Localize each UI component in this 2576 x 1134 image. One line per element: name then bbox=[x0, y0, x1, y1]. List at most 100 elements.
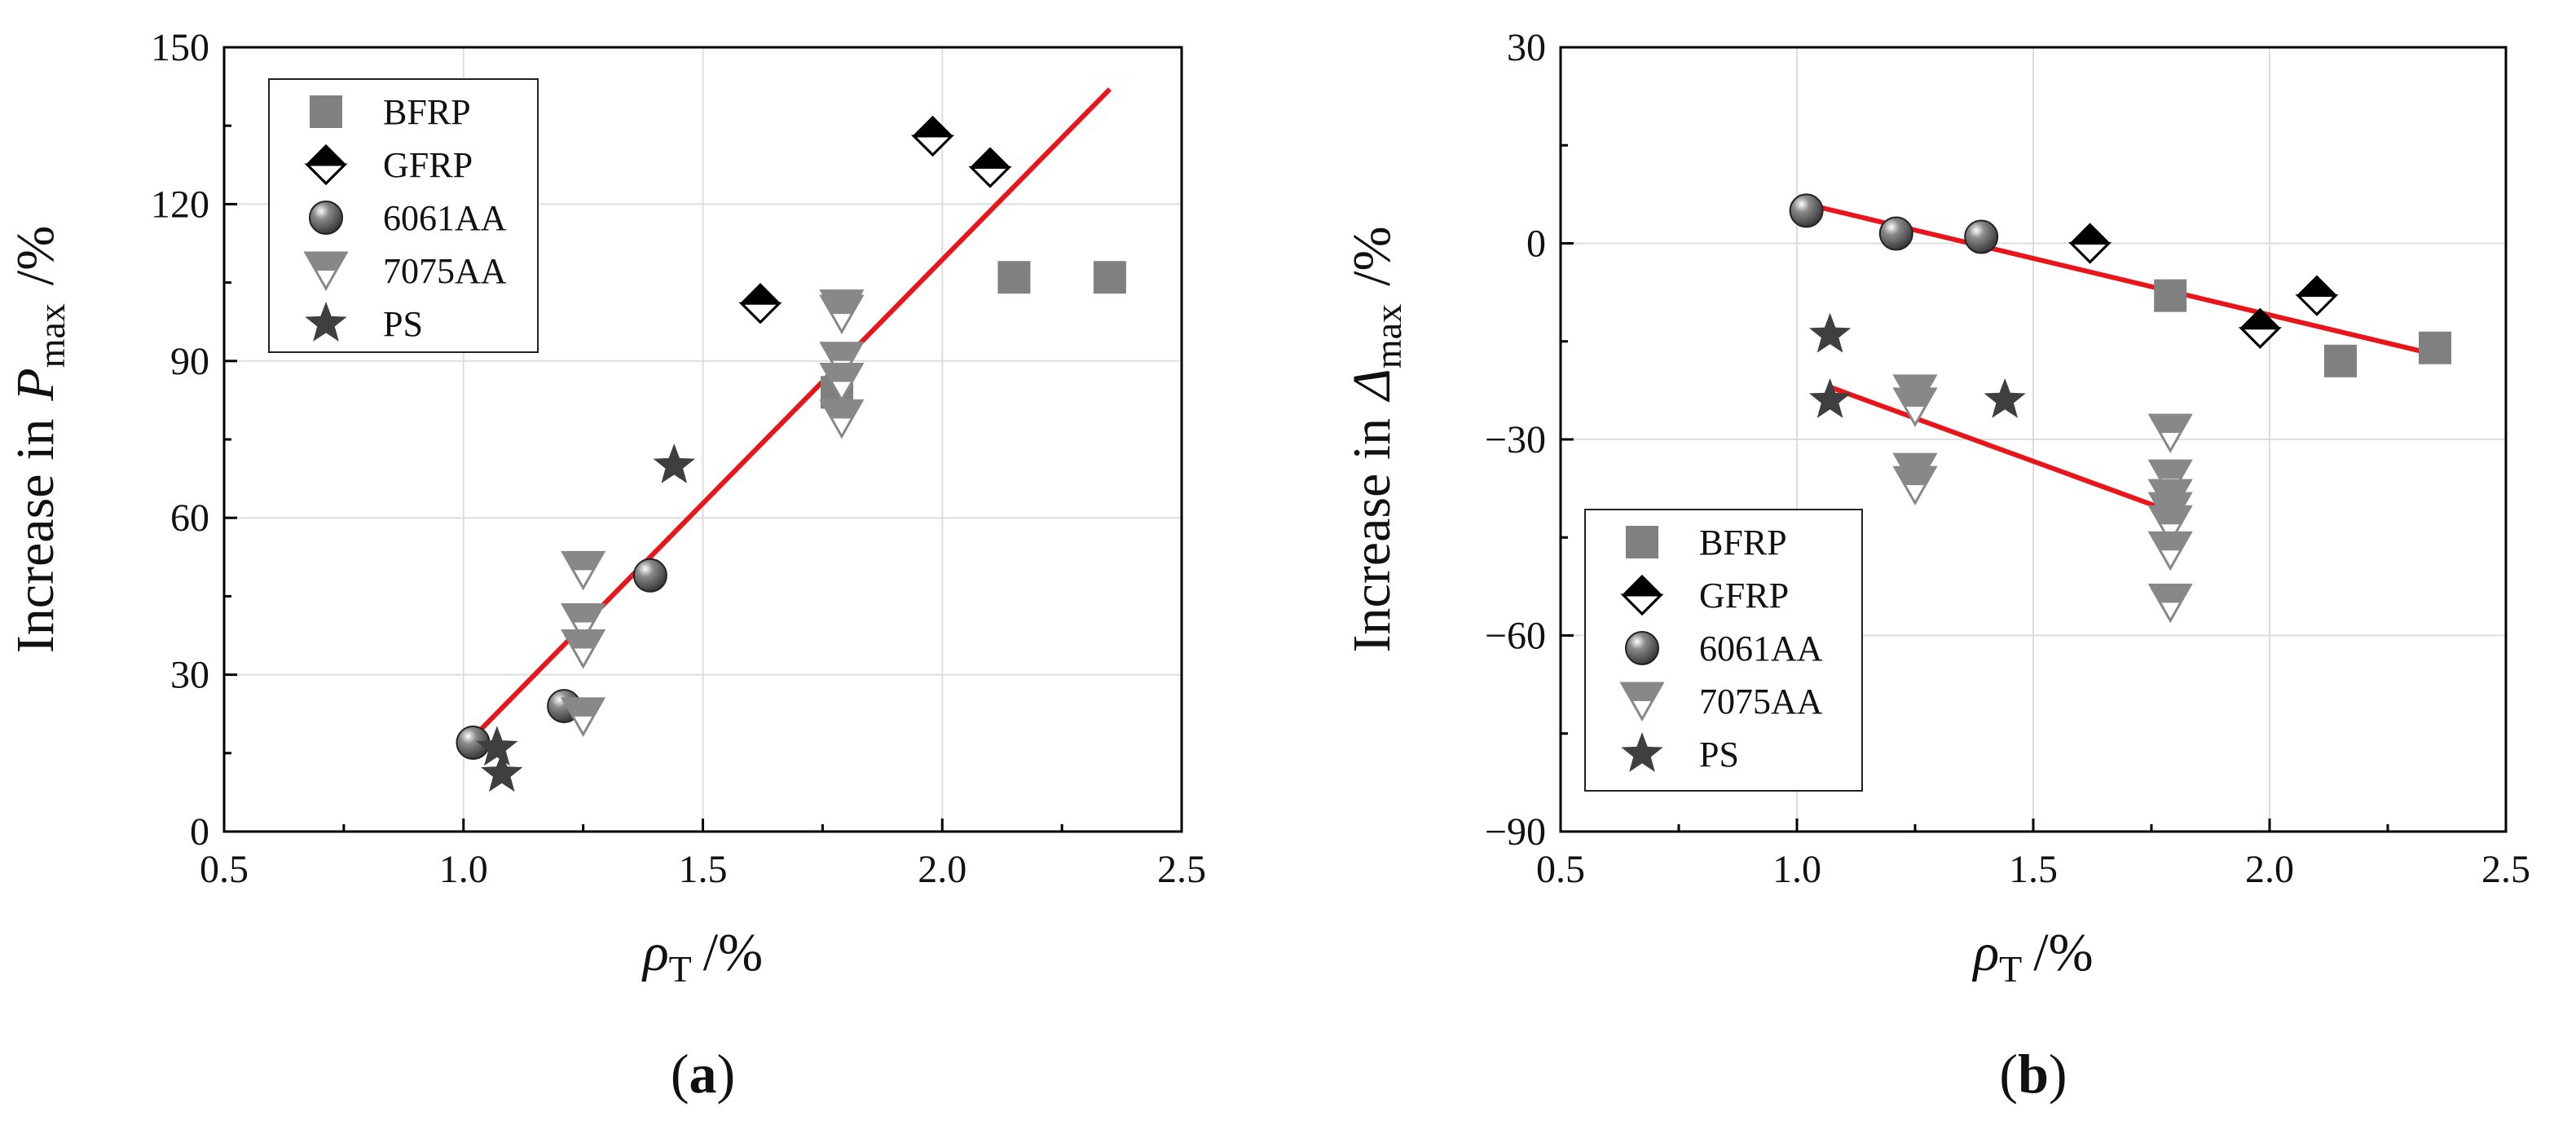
diamond-outline bbox=[2069, 223, 2111, 264]
square-shape bbox=[1626, 526, 1658, 558]
panel-label-letter: a bbox=[689, 1043, 717, 1105]
x-axis-symbol: ρ bbox=[1971, 923, 1999, 982]
triangle-top-fill bbox=[821, 364, 862, 382]
square-shape bbox=[310, 95, 342, 128]
y-axis-symbol: Δ bbox=[1342, 368, 1402, 403]
x-tick-label: 1.0 bbox=[1772, 848, 1821, 891]
legend: BFRP GFRP 6061AA 7075AA PS bbox=[1584, 509, 1863, 792]
sphere-shape bbox=[1964, 219, 1999, 254]
data-point-7075aa bbox=[2147, 413, 2193, 454]
x-axis-label: ρT /% bbox=[1971, 923, 2093, 990]
x-axis-symbol: ρ bbox=[641, 923, 669, 982]
square-shape bbox=[2324, 344, 2357, 377]
triangle-top-fill bbox=[821, 342, 862, 361]
data-point-bfrp bbox=[1093, 261, 1126, 294]
legend-marker-gfrp bbox=[304, 143, 348, 186]
star-shape bbox=[653, 443, 695, 483]
data-point-7075aa bbox=[819, 362, 865, 403]
data-point-7075aa bbox=[561, 602, 606, 643]
diamond-outline bbox=[912, 115, 953, 157]
triangle-top-fill bbox=[2150, 532, 2191, 551]
diamond-top bbox=[2071, 224, 2109, 244]
data-point-ps bbox=[481, 752, 523, 792]
diamond-outline bbox=[305, 143, 347, 186]
data-point-ps bbox=[653, 443, 695, 483]
data-point-6061aa bbox=[1789, 193, 1824, 228]
star-shape bbox=[1808, 312, 1852, 353]
triangle-top-fill bbox=[2150, 506, 2191, 525]
legend-marker-ps bbox=[305, 302, 347, 342]
diamond-bottom bbox=[2295, 294, 2339, 316]
y-tick-label: −60 bbox=[1485, 615, 1546, 658]
x-tick-label: 2.5 bbox=[1157, 848, 1206, 891]
triangle-top-fill bbox=[562, 698, 604, 717]
x-tick-label: 0.5 bbox=[1536, 848, 1585, 891]
data-point-7075aa bbox=[819, 399, 865, 439]
legend-label: 7075AA bbox=[1699, 682, 1823, 721]
data-point-7075aa bbox=[819, 342, 865, 382]
panel-label-letter: b bbox=[2018, 1043, 2049, 1105]
data-point-7075aa bbox=[2147, 531, 2193, 571]
data-point-7075aa bbox=[1892, 466, 1938, 506]
data-point-7075aa bbox=[2147, 505, 2193, 545]
x-axis-unit: /% bbox=[2033, 923, 2093, 982]
triangle-top-fill bbox=[2150, 461, 2191, 479]
panel-label-open: ( bbox=[671, 1043, 689, 1105]
y-axis-unit: /% bbox=[1342, 227, 1402, 286]
data-point-ps bbox=[1808, 377, 1852, 418]
star-shape bbox=[1808, 377, 1852, 418]
square-shape bbox=[2154, 279, 2187, 312]
x-tick-label: 2.5 bbox=[2481, 848, 2530, 891]
legend-marker-bfrp bbox=[1626, 526, 1658, 558]
diamond-top bbox=[307, 146, 345, 165]
panel-label-close: ) bbox=[2049, 1043, 2067, 1105]
data-point-7075aa bbox=[819, 294, 865, 335]
triangle-top-fill bbox=[1895, 467, 1935, 486]
legend-label: 7075AA bbox=[383, 251, 507, 291]
y-tick-label: 120 bbox=[151, 183, 209, 226]
triangle-top-fill bbox=[2150, 414, 2191, 433]
legend-marker-6061aa bbox=[1625, 631, 1659, 665]
x-axis-unit: /% bbox=[703, 923, 763, 982]
diamond-bottom bbox=[2238, 327, 2283, 349]
diamond-bottom bbox=[2067, 242, 2112, 264]
data-point-7075aa bbox=[561, 550, 606, 591]
y-tick-label: 60 bbox=[170, 496, 209, 540]
data-point-gfrp bbox=[738, 283, 782, 324]
x-tick-label: 1.5 bbox=[2009, 848, 2058, 891]
data-point-gfrp bbox=[910, 115, 955, 157]
legend-label: BFRP bbox=[1699, 523, 1787, 563]
data-point-6061aa bbox=[1878, 216, 1913, 251]
chart-panel-b: 0.5 1.0 1.5 2.0 2.5−90−60−30030ρT/%Increase … bbox=[1342, 26, 2530, 1105]
y-axis-subscript: max bbox=[31, 303, 73, 368]
diamond-bottom bbox=[968, 166, 1012, 188]
diamond-outline bbox=[1621, 574, 1663, 616]
data-point-bfrp bbox=[2154, 279, 2187, 312]
data-point-ps bbox=[476, 726, 518, 766]
data-point-ps bbox=[1984, 377, 2026, 418]
legend: BFRP GFRP 6061AA 7075AA PS bbox=[268, 78, 539, 353]
y-tick-label: 0 bbox=[1526, 223, 1546, 266]
diamond-bottom bbox=[910, 135, 955, 157]
diamond-top bbox=[2298, 276, 2336, 296]
legend-label: GFRP bbox=[383, 145, 473, 185]
panel-label-close: ) bbox=[717, 1043, 736, 1105]
legend-marker-bfrp bbox=[310, 95, 342, 128]
x-tick-label: 1.5 bbox=[679, 848, 728, 891]
sphere-shape bbox=[632, 558, 667, 593]
y-tick-label: −30 bbox=[1485, 418, 1546, 461]
square-shape bbox=[1093, 261, 1126, 294]
diamond-top bbox=[1623, 576, 1661, 595]
fit-line-2 bbox=[1829, 385, 2172, 514]
data-point-gfrp bbox=[2238, 307, 2283, 349]
y-tick-label: 90 bbox=[170, 340, 209, 383]
legend-label: 6061AA bbox=[383, 198, 507, 238]
triangle-top-fill bbox=[2150, 585, 2191, 603]
triangle-top-fill bbox=[1622, 683, 1662, 701]
legend-marker-gfrp bbox=[1620, 574, 1664, 616]
data-point-gfrp bbox=[968, 147, 1012, 188]
data-point-7075aa bbox=[1892, 387, 1938, 427]
star-shape bbox=[305, 302, 347, 342]
y-tick-label: 30 bbox=[170, 654, 209, 697]
y-tick-label: 0 bbox=[190, 810, 209, 854]
